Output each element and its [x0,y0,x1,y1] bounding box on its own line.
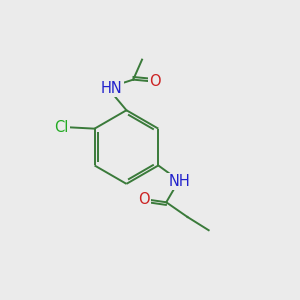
Text: O: O [138,192,149,207]
Text: HN: HN [101,81,123,96]
Text: NH: NH [169,174,190,189]
Text: O: O [149,74,161,88]
Text: Cl: Cl [54,120,68,135]
